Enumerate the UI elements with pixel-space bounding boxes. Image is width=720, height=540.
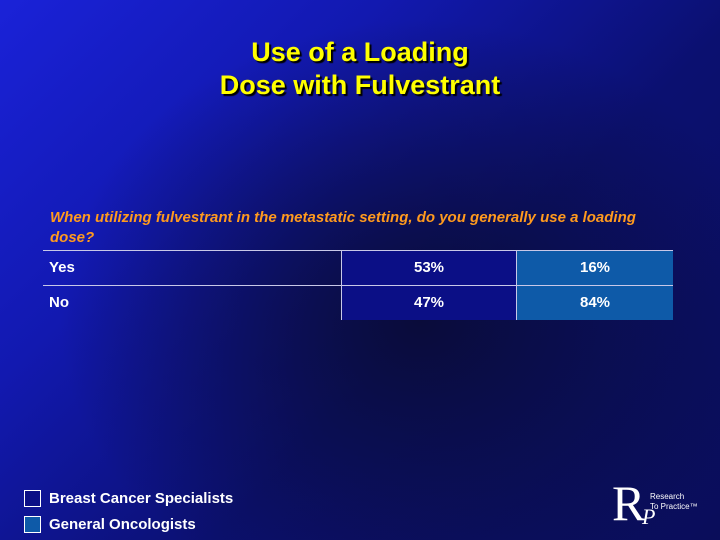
logo-text: Research To Practice™ [650, 492, 698, 512]
breast-cancer-specialists-value: 53% [342, 251, 517, 285]
legend-label: Breast Cancer Specialists [49, 489, 234, 507]
row-label: Yes [43, 251, 342, 285]
logo-p-letter: P [642, 504, 656, 529]
legend-swatch [24, 515, 41, 533]
legend-label: General Oncologists [49, 515, 196, 533]
results-table: Yes 53% 16% No 47% 84% [43, 250, 673, 320]
table-row: Yes 53% 16% [43, 251, 673, 286]
table-row: No 47% 84% [43, 286, 673, 320]
legend-item-general-oncologists: General Oncologists [24, 511, 233, 537]
row-label: No [43, 286, 342, 320]
logo-r-letter: R [612, 475, 646, 531]
breast-cancer-specialists-value: 47% [342, 286, 517, 320]
legend-item-breast-cancer-specialists: Breast Cancer Specialists [24, 485, 233, 511]
title-line-2: Dose with Fulvestrant [219, 70, 501, 100]
general-oncologists-value: 16% [517, 251, 673, 285]
logo-text-line-1: Research [650, 492, 685, 501]
title-line-1: Use of a Loading [251, 37, 469, 67]
survey-question: When utilizing fulvestrant in the metast… [50, 209, 636, 246]
research-to-practice-logo: R P Research To Practice™ [612, 478, 712, 534]
legend-swatch [24, 489, 41, 507]
general-oncologists-value: 84% [517, 286, 673, 320]
slide-title: Use of a Loading Dose with Fulvestrant [0, 36, 720, 102]
legend: Breast Cancer Specialists General Oncolo… [24, 485, 233, 537]
logo-text-line-2: To Practice™ [650, 502, 698, 511]
